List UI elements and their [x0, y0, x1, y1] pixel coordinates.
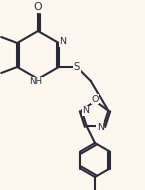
Text: NH: NH — [29, 78, 43, 86]
Text: N: N — [82, 106, 89, 115]
Text: O: O — [91, 94, 99, 104]
Text: N: N — [97, 123, 104, 132]
Text: S: S — [74, 62, 80, 72]
Text: N: N — [59, 37, 66, 47]
Text: O: O — [34, 2, 42, 12]
